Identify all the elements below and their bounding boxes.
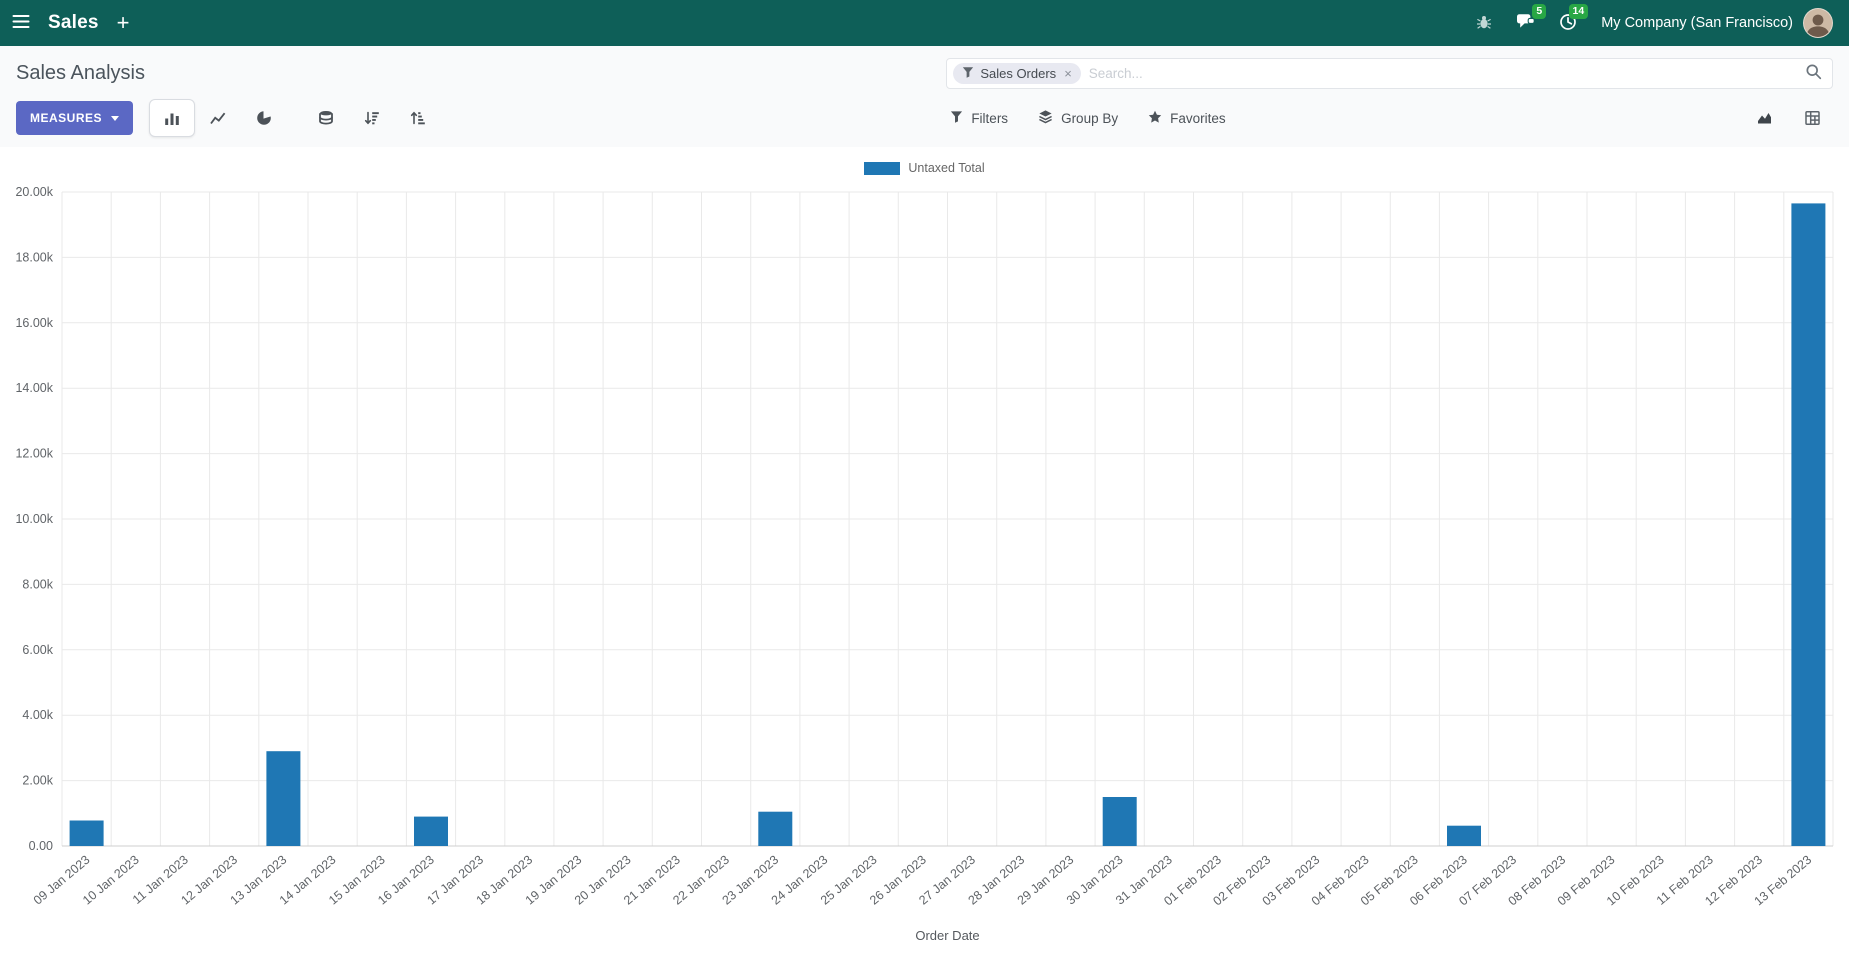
y-tick-label: 18.00k — [15, 250, 53, 264]
favorites-button[interactable]: Favorites — [1148, 110, 1226, 127]
layers-icon — [1038, 109, 1053, 127]
view-switcher — [1743, 101, 1833, 135]
pie-chart-icon — [257, 110, 272, 125]
page-title: Sales Analysis — [16, 62, 145, 84]
legend-label: Untaxed Total — [908, 161, 985, 175]
facet-label: Sales Orders — [980, 66, 1057, 81]
filter-icon — [950, 110, 963, 126]
star-icon — [1148, 110, 1162, 127]
user-menu-button[interactable]: My Company (San Francisco) — [1599, 6, 1835, 40]
bar[interactable] — [69, 820, 104, 847]
pivot-table-icon — [1804, 111, 1820, 125]
pivot-view-button[interactable] — [1791, 101, 1833, 135]
favorites-label: Favorites — [1170, 110, 1226, 126]
filters-label: Filters — [971, 110, 1009, 126]
sort-ascending-icon — [410, 111, 425, 125]
hamburger-icon — [12, 14, 30, 32]
activities-button[interactable]: 14 — [1557, 3, 1589, 36]
search-input[interactable] — [1088, 66, 1797, 81]
group-by-label: Group By — [1061, 110, 1119, 126]
y-tick-label: 16.00k — [15, 316, 53, 330]
chart-area: Untaxed Total 0.00 2.00k 4.00k 6.00k 8.00k 10… — [0, 147, 1849, 948]
bar[interactable] — [266, 751, 301, 846]
bug-icon — [1476, 14, 1492, 33]
search-icon[interactable] — [1805, 63, 1822, 85]
caret-down-icon — [111, 115, 120, 121]
debug-button[interactable] — [1474, 12, 1494, 35]
search-tools: Filters Group By Favorites — [946, 109, 1226, 127]
graph-view-button[interactable] — [1743, 101, 1785, 135]
top-navbar: Sales + 5 14 My Company (San Francisco) — [0, 0, 1849, 46]
y-tick-label: 20.00k — [15, 185, 53, 199]
chart-type-switcher — [149, 99, 441, 137]
stacked-icon — [319, 111, 333, 125]
bar[interactable] — [758, 811, 793, 846]
clock-icon — [1559, 13, 1577, 34]
pie-chart-button[interactable] — [241, 99, 287, 137]
app-name[interactable]: Sales — [48, 12, 99, 33]
bar[interactable] — [1447, 825, 1481, 846]
y-tick-label: 6.00k — [22, 643, 53, 657]
sales-chart: 0.00 2.00k 4.00k 6.00k 8.00k 10.00k 12.00k 14.0… — [15, 185, 1834, 943]
bar[interactable] — [414, 816, 448, 846]
line-chart-button[interactable] — [195, 99, 241, 137]
search-bar[interactable]: Sales Orders × — [946, 58, 1833, 89]
facet-remove-button[interactable]: × — [1064, 66, 1072, 81]
y-tick-label: 14.00k — [15, 381, 53, 395]
bar-chart-button[interactable] — [149, 99, 196, 137]
x-axis-title: Order Date — [915, 928, 979, 943]
search-facet[interactable]: Sales Orders × — [953, 63, 1081, 84]
filter-icon — [962, 66, 974, 81]
y-tick-label: 4.00k — [22, 708, 53, 722]
sort-descending-button[interactable] — [349, 99, 395, 137]
messages-button[interactable]: 5 — [1514, 4, 1547, 35]
sort-descending-icon — [364, 111, 379, 125]
user-avatar — [1803, 8, 1833, 38]
group-by-button[interactable]: Group By — [1038, 109, 1118, 127]
legend-swatch — [864, 161, 901, 175]
bar[interactable] — [1791, 203, 1826, 846]
bar-chart-icon — [165, 113, 179, 125]
chat-icon — [1516, 13, 1535, 33]
y-tick-label: 0.00 — [29, 839, 53, 853]
stacked-toggle-button[interactable] — [303, 99, 349, 137]
control-panel: Sales Analysis Sales Orders × MEASURES — [0, 46, 1849, 147]
line-chart-icon — [210, 112, 226, 125]
filters-button[interactable]: Filters — [950, 110, 1008, 126]
measures-button[interactable]: MEASURES — [16, 101, 134, 135]
y-tick-label: 2.00k — [22, 774, 53, 788]
apps-menu-button[interactable] — [10, 12, 32, 34]
activities-badge: 14 — [1568, 3, 1589, 19]
company-name: My Company (San Francisco) — [1601, 15, 1793, 31]
y-tick-label: 10.00k — [15, 512, 53, 526]
y-tick-label: 8.00k — [22, 577, 53, 591]
new-window-button[interactable]: + — [116, 10, 130, 35]
bar[interactable] — [1102, 797, 1137, 846]
chart-legend[interactable]: Untaxed Total — [0, 156, 1849, 180]
y-tick-label: 12.00k — [15, 447, 53, 461]
messages-badge: 5 — [1532, 4, 1547, 20]
measures-label: MEASURES — [30, 111, 103, 125]
sort-ascending-button[interactable] — [395, 99, 441, 137]
area-chart-icon — [1757, 113, 1771, 124]
